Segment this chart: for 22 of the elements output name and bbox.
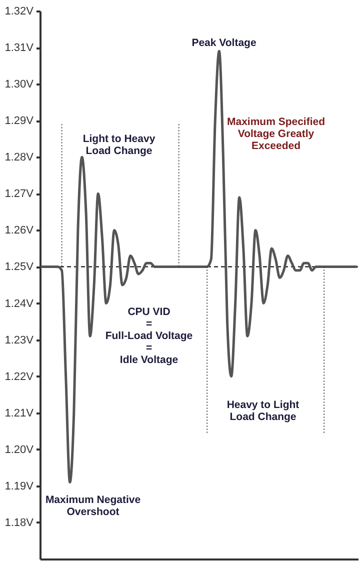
y-tick-label: 1.31V (4, 42, 34, 54)
y-tick-label: 1.21V (4, 407, 34, 420)
y-tick-label: 1.18V (4, 516, 34, 529)
annotation: Maximum Specified Voltage Greatly Exceeded (226, 116, 326, 152)
annotation: Light to Heavy Load Change (82, 133, 156, 157)
y-tick-label: 1.23V (4, 334, 34, 346)
y-tick-label: 1.19V (4, 480, 34, 492)
y-tick-label: 1.30V (4, 78, 34, 91)
y-tick-label: 1.32V (4, 6, 34, 18)
annotation: Maximum Negative Overshoot (45, 494, 141, 518)
y-tick-label: 1.27V (4, 188, 34, 200)
y-tick-label: 1.25V (4, 261, 34, 274)
y-tick-label: 1.24V (4, 298, 34, 310)
y-tick-label: 1.29V (4, 115, 34, 128)
y-tick-label: 1.22V (4, 370, 34, 383)
y-tick-label: 1.28V (4, 152, 34, 164)
annotation: CPU VID = Full-Load Voltage = Idle Voltage (105, 306, 193, 366)
annotation: Heavy to Light Load Change (226, 399, 300, 423)
annotation: Peak Voltage (192, 37, 256, 49)
y-tick-label: 1.26V (4, 224, 34, 237)
line-series (40, 50, 358, 484)
y-tick-label: 1.20V (4, 444, 34, 456)
